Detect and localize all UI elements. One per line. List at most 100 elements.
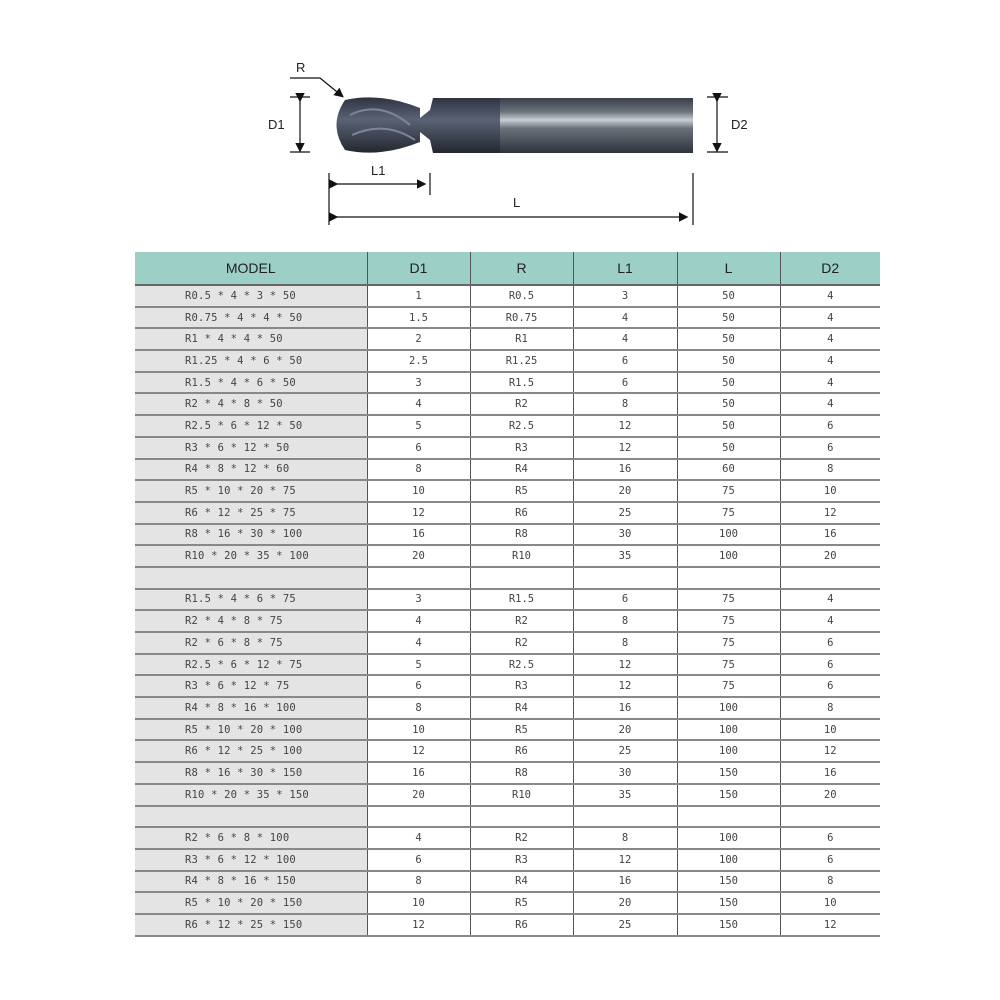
table-row: R2.5 * 6 * 12 * 75 5 R2.5 12 75 6: [135, 653, 880, 677]
cell-l: 150: [677, 783, 781, 807]
cell-l1: 16: [573, 870, 678, 894]
cell-l1: 20: [573, 718, 678, 742]
table-row: R4 * 8 * 16 * 150 8 R4 16 150 8: [135, 870, 880, 894]
cell-model: R8 * 16 * 30 * 150: [135, 762, 368, 785]
cell-d2: 10: [780, 892, 880, 915]
table-row: R0.5 * 4 * 3 * 50 1 R0.5 3 50 4: [135, 285, 880, 308]
cell-model: [135, 566, 368, 590]
cell-l1: 8: [573, 632, 678, 655]
table-row: R1.5 * 4 * 6 * 75 3 R1.5 6 75 4: [135, 588, 880, 612]
cell-r: R5: [470, 480, 574, 503]
cell-r: R4: [470, 458, 574, 482]
cell-l1: 12: [573, 675, 678, 699]
cell-model: R4 * 8 * 16 * 150: [135, 870, 368, 894]
table-row: R6 * 12 * 25 * 150 12 R6 25 150 12: [135, 913, 880, 937]
cell-l: 150: [677, 870, 781, 894]
table-row: R1.5 * 4 * 6 * 50 3 R1.5 6 50 4: [135, 371, 880, 395]
cell-d1: 5: [367, 653, 471, 677]
cell-d1: 8: [367, 458, 471, 482]
cell-d2: 16: [780, 523, 880, 547]
cell-d1: 12: [367, 501, 471, 525]
cell-model: R3 * 6 * 12 * 100: [135, 848, 368, 872]
cell-d2: 12: [780, 501, 880, 525]
cell-r: R1.5: [470, 371, 574, 395]
cell-d1: 1: [367, 285, 471, 308]
table-row: R1.25 * 4 * 6 * 50 2.5 R1.25 6 50 4: [135, 350, 880, 373]
table-row: R5 * 10 * 20 * 150 10 R5 20 150 10: [135, 892, 880, 915]
cell-l: 75: [677, 480, 781, 503]
cell-d1: 3: [367, 371, 471, 395]
cell-d2: 6: [780, 436, 880, 460]
cell-d2: 6: [780, 848, 880, 872]
cell-l: 50: [677, 371, 781, 395]
cell-l: 100: [677, 718, 781, 742]
cell-l1: [573, 566, 678, 590]
dimension-lines: [290, 77, 728, 225]
cell-l: 75: [677, 588, 781, 612]
cell-d2: 8: [780, 870, 880, 894]
cell-d2: 6: [780, 632, 880, 655]
cell-model: R6 * 12 * 25 * 75: [135, 501, 368, 525]
cell-r: R2: [470, 632, 574, 655]
cell-l: 150: [677, 892, 781, 915]
cell-model: R2 * 6 * 8 * 75: [135, 632, 368, 655]
table-row: R10 * 20 * 35 * 100 20 R10 35 100 20: [135, 545, 880, 568]
cell-d1: 10: [367, 718, 471, 742]
cell-d1: 4: [367, 632, 471, 655]
cell-model: R1.5 * 4 * 6 * 50: [135, 371, 368, 395]
cell-l: 50: [677, 306, 781, 330]
cell-d2: 6: [780, 415, 880, 438]
cell-l1: 4: [573, 306, 678, 330]
cell-d2: [780, 805, 880, 829]
cell-l: [677, 805, 781, 829]
cell-d1: 10: [367, 480, 471, 503]
cell-model: [135, 805, 368, 829]
cell-d1: 1.5: [367, 306, 471, 330]
cell-l: 150: [677, 913, 781, 937]
cell-r: R10: [470, 545, 574, 568]
cell-d1: 10: [367, 892, 471, 915]
cell-l: 150: [677, 762, 781, 785]
cell-model: R4 * 8 * 16 * 100: [135, 697, 368, 720]
cell-l1: 20: [573, 480, 678, 503]
cell-model: R5 * 10 * 20 * 100: [135, 718, 368, 742]
cell-l1: 8: [573, 393, 678, 417]
cell-l: 75: [677, 501, 781, 525]
cell-r: R6: [470, 501, 574, 525]
cell-l1: 16: [573, 697, 678, 720]
cell-l: 75: [677, 632, 781, 655]
cell-r: R1.5: [470, 588, 574, 612]
cell-d2: 4: [780, 393, 880, 417]
cell-model: R6 * 12 * 25 * 100: [135, 740, 368, 764]
cell-d1: 8: [367, 870, 471, 894]
cell-r: [470, 566, 574, 590]
cell-model: R1.25 * 4 * 6 * 50: [135, 350, 368, 373]
table-row: R4 * 8 * 12 * 60 8 R4 16 60 8: [135, 458, 880, 482]
cell-model: R2 * 6 * 8 * 100: [135, 827, 368, 850]
cell-model: R6 * 12 * 25 * 150: [135, 913, 368, 937]
cell-l1: 8: [573, 827, 678, 850]
cell-model: R2.5 * 6 * 12 * 50: [135, 415, 368, 438]
end-mill-diagram: R D1 D2 L1 L: [268, 60, 748, 225]
cell-l: 75: [677, 653, 781, 677]
cell-r: R5: [470, 718, 574, 742]
table-row: R2 * 6 * 8 * 75 4 R2 8 75 6: [135, 632, 880, 655]
label-l: L: [513, 195, 520, 210]
cell-l: 75: [677, 675, 781, 699]
cell-l1: 4: [573, 328, 678, 352]
cell-l: 50: [677, 436, 781, 460]
cell-l: 100: [677, 523, 781, 547]
cell-d2: 12: [780, 913, 880, 937]
table-row: R1 * 4 * 4 * 50 2 R1 4 50 4: [135, 328, 880, 352]
cell-r: R5: [470, 892, 574, 915]
cell-r: R8: [470, 762, 574, 785]
cell-l: 100: [677, 545, 781, 568]
cell-l: 100: [677, 740, 781, 764]
cell-d2: 4: [780, 610, 880, 633]
column-header-r: R: [470, 252, 574, 286]
table-row: R3 * 6 * 12 * 100 6 R3 12 100 6: [135, 848, 880, 872]
cell-l: 50: [677, 285, 781, 308]
cell-d2: 10: [780, 480, 880, 503]
cell-r: R2.5: [470, 653, 574, 677]
cell-l1: 25: [573, 913, 678, 937]
